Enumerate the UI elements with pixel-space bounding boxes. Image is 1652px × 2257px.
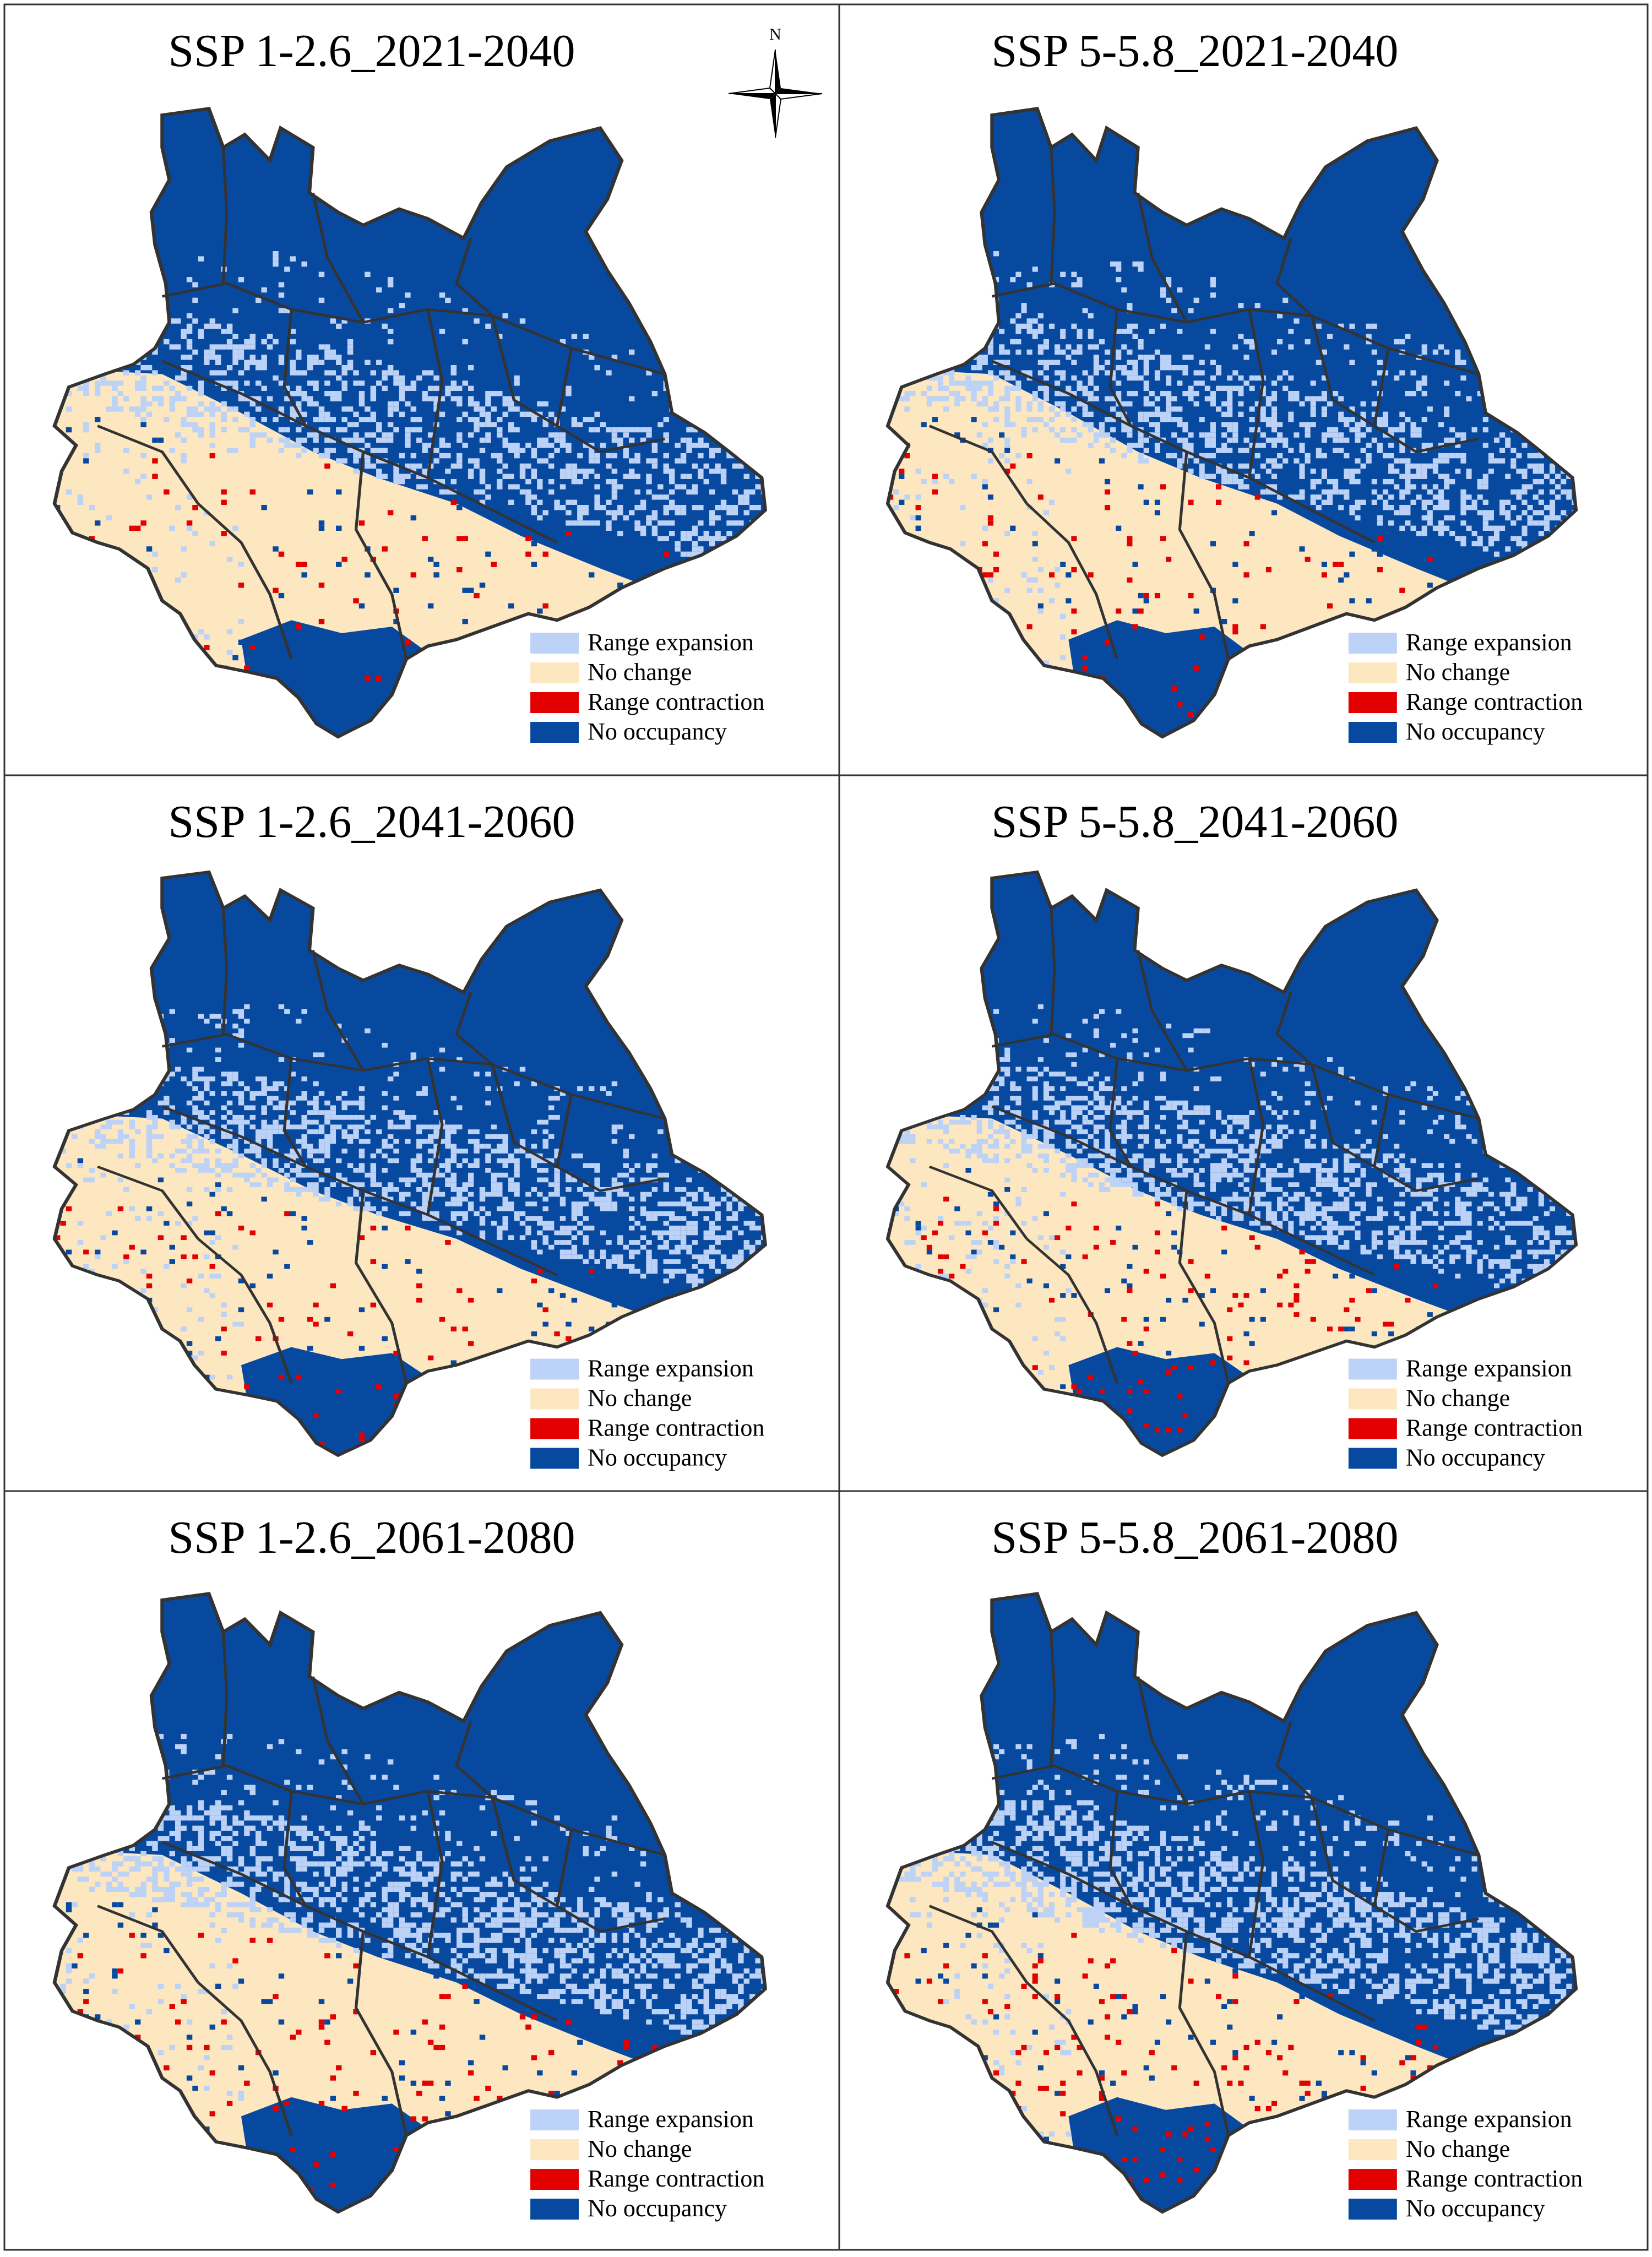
legend-label: No occupancy	[1406, 2195, 1545, 2222]
legend-swatch	[1349, 2139, 1397, 2160]
legend-label: Range expansion	[588, 1355, 754, 1382]
legend-label: Range expansion	[588, 629, 754, 656]
legend-swatch	[1349, 692, 1397, 713]
map-panel-ssp126-2041-2060: SSP 1-2.6_2041-2060 Range expansion No cha…	[40, 796, 787, 1471]
legend-swatch	[530, 2139, 579, 2160]
legend-label: Range expansion	[1406, 2106, 1572, 2133]
panel-title: SSP 1-2.6_2041-2060	[169, 796, 575, 847]
legend-label: No occupancy	[588, 2195, 727, 2222]
map-panel-ssp585-2041-2060: SSP 5-5.8_2041-2060 Range expansion No cha…	[874, 796, 1597, 1471]
legend-swatch	[1349, 662, 1397, 683]
legend-swatch	[1349, 2199, 1397, 2220]
legend-label: No occupancy	[1406, 718, 1545, 745]
legend-swatch	[530, 2169, 579, 2190]
panel-title: SSP 5-5.8_2041-2060	[991, 796, 1398, 847]
legend-swatch	[1349, 1359, 1397, 1380]
legend-label: Range contraction	[1406, 1415, 1583, 1442]
legend-label: No change	[1406, 1385, 1510, 1412]
legend-swatch	[530, 1359, 579, 1380]
legend-label: No change	[588, 2135, 692, 2162]
panel-title: SSP 1-2.6_2061-2080	[169, 1512, 575, 1563]
no-occupancy-south	[241, 1347, 428, 1461]
legend-swatch	[1349, 1418, 1397, 1439]
legend-swatch	[530, 633, 579, 654]
legend-label: Range expansion	[1406, 629, 1572, 656]
legend-swatch	[1349, 722, 1397, 743]
legend: Range expansion No change Range contractio…	[530, 1355, 764, 1471]
legend-label: No change	[1406, 659, 1510, 686]
legend-swatch	[530, 2199, 579, 2220]
legend-swatch	[530, 692, 579, 713]
legend-swatch	[1349, 2109, 1397, 2130]
legend-swatch	[530, 722, 579, 743]
legend-swatch	[530, 1418, 579, 1439]
legend-swatch	[530, 2109, 579, 2130]
panel-title: SSP 5-5.8_2021-2040	[991, 25, 1398, 77]
legend-label: Range contraction	[1406, 688, 1583, 715]
panel-title: SSP 1-2.6_2021-2040	[169, 25, 575, 77]
legend-swatch	[1349, 1448, 1397, 1469]
legend-label: Range expansion	[1406, 1355, 1572, 1382]
legend-label: No occupancy	[588, 718, 727, 745]
legend: Range expansion No change Range contractio…	[1349, 1355, 1583, 1471]
legend-label: No occupancy	[588, 1444, 727, 1471]
legend-label: Range contraction	[1406, 2165, 1583, 2192]
no-occupancy-south	[241, 620, 428, 743]
legend-label: No change	[588, 659, 692, 686]
legend-swatch	[1349, 1389, 1397, 1410]
panel-title: SSP 5-5.8_2061-2080	[991, 1512, 1398, 1563]
north-arrow-label: N	[769, 25, 781, 43]
legend-swatch	[530, 1448, 579, 1469]
legend-label: Range contraction	[588, 1415, 764, 1442]
north-arrow-icon: N	[729, 25, 822, 138]
legend-label: Range contraction	[588, 2165, 764, 2192]
legend-swatch	[530, 1389, 579, 1410]
legend-swatch	[530, 662, 579, 683]
legend-label: No change	[588, 1385, 692, 1412]
legend-label: No change	[1406, 2135, 1510, 2162]
no-occupancy-south	[1068, 2097, 1249, 2218]
legend-label: No occupancy	[1406, 1444, 1545, 1471]
map-panel-ssp585-2021-2040: SSP 5-5.8_2021-2040 Range expansion No cha…	[874, 25, 1597, 750]
legend-label: Range contraction	[588, 688, 764, 715]
legend-swatch	[1349, 2169, 1397, 2190]
legend-swatch	[1349, 633, 1397, 654]
map-panel-ssp126-2021-2040: SSP 1-2.6_2021-2040 Range expansion No cha…	[40, 25, 787, 750]
no-occupancy-south	[1068, 1347, 1249, 1461]
legend-label: Range expansion	[588, 2106, 754, 2133]
no-occupancy-south	[241, 2097, 428, 2218]
no-occupancy-south	[1068, 620, 1249, 743]
